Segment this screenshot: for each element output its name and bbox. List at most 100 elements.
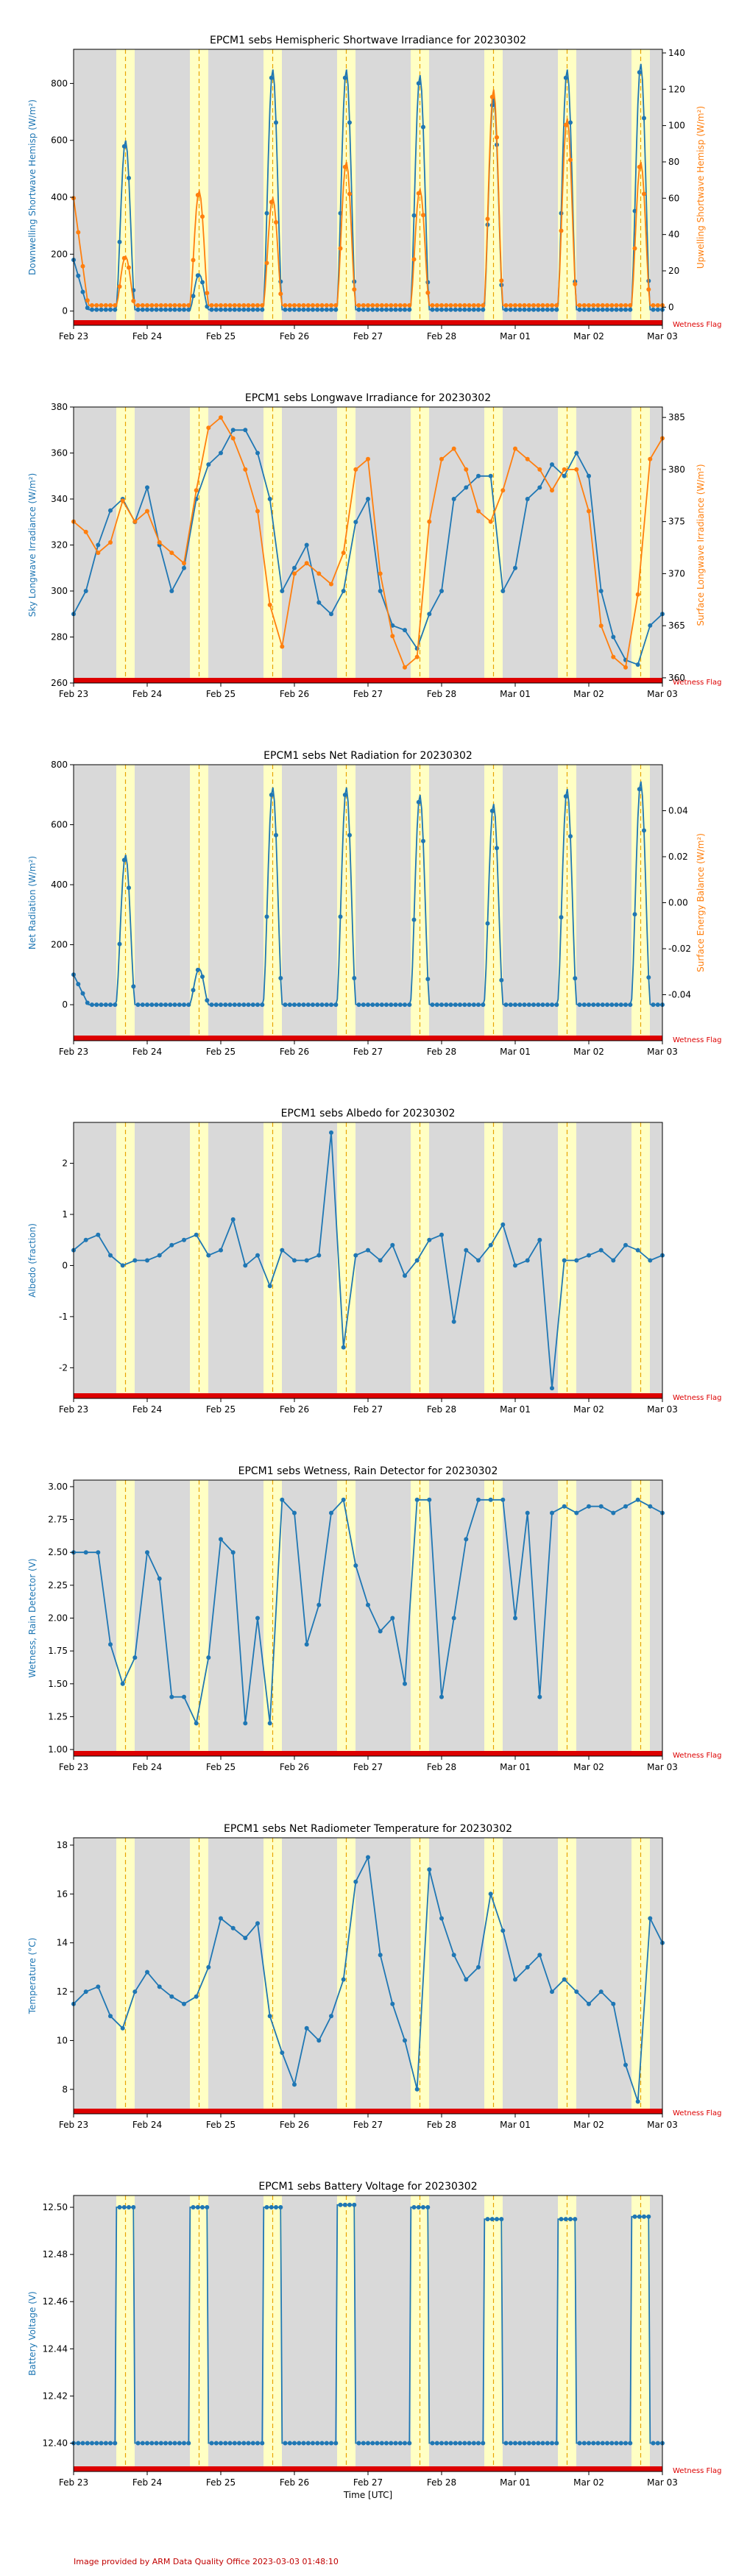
data-point bbox=[103, 1002, 108, 1008]
data-point bbox=[378, 1953, 383, 1958]
y-tick-label: 0 bbox=[62, 306, 68, 316]
data-point bbox=[182, 2441, 186, 2446]
data-point bbox=[481, 302, 486, 308]
data-point bbox=[315, 2441, 320, 2446]
data-point bbox=[157, 1984, 162, 1989]
data-point bbox=[219, 1248, 223, 1253]
data-point bbox=[243, 1936, 248, 1941]
data-point bbox=[250, 2441, 255, 2446]
x-tick-label: Feb 24 bbox=[132, 2477, 162, 2488]
data-point bbox=[305, 1002, 311, 1008]
data-point bbox=[448, 302, 453, 308]
data-point bbox=[623, 2441, 628, 2446]
data-point bbox=[403, 628, 407, 633]
data-point bbox=[366, 302, 370, 308]
data-point bbox=[503, 307, 509, 312]
data-point bbox=[352, 2202, 357, 2207]
data-point bbox=[145, 1002, 149, 1008]
data-point bbox=[304, 2025, 309, 2031]
data-point bbox=[186, 2441, 191, 2446]
data-point bbox=[241, 302, 247, 308]
data-point bbox=[434, 2441, 439, 2446]
y-tick-label: 800 bbox=[51, 760, 68, 770]
x-tick-label: Feb 27 bbox=[353, 1047, 383, 1057]
data-point bbox=[550, 1002, 554, 1008]
data-point bbox=[427, 1497, 432, 1502]
x-tick-label: Feb 24 bbox=[132, 331, 162, 342]
data-point bbox=[338, 2202, 343, 2207]
data-point bbox=[186, 302, 191, 308]
wetness-flag-bar bbox=[74, 1036, 662, 1041]
data-point bbox=[439, 1916, 444, 1921]
data-point bbox=[191, 258, 196, 263]
data-point bbox=[526, 2441, 531, 2446]
x-tick-label: Feb 28 bbox=[427, 689, 456, 699]
y-tick-label: 12.44 bbox=[43, 2343, 68, 2354]
data-point bbox=[260, 1002, 265, 1008]
data-point bbox=[397, 307, 403, 312]
data-point bbox=[611, 2001, 616, 2006]
data-point bbox=[444, 1002, 449, 1008]
data-point bbox=[213, 302, 219, 308]
data-point bbox=[370, 1002, 375, 1008]
data-point bbox=[297, 1002, 302, 1008]
data-point bbox=[411, 2205, 417, 2209]
data-point bbox=[195, 2205, 200, 2209]
data-point bbox=[195, 273, 200, 278]
data-point bbox=[267, 602, 272, 607]
data-point bbox=[577, 1002, 582, 1008]
wetness-flag-label: Wetness Flag bbox=[673, 1394, 721, 1402]
y2-axis-label: Upwelling Shortwave Hemisp (W/m²) bbox=[696, 106, 706, 269]
data-point bbox=[361, 307, 366, 312]
data-point bbox=[517, 307, 523, 312]
data-point bbox=[573, 976, 578, 981]
data-point bbox=[403, 302, 407, 308]
x-tick-label: Feb 28 bbox=[427, 1762, 456, 1772]
wetness-flag-label: Wetness Flag bbox=[673, 1752, 721, 1760]
data-point bbox=[379, 1002, 384, 1008]
data-point bbox=[329, 612, 333, 617]
data-point bbox=[421, 213, 425, 218]
data-point bbox=[206, 1964, 211, 1970]
y-tick-label: 10 bbox=[57, 2035, 68, 2045]
data-point bbox=[508, 307, 513, 312]
data-point bbox=[403, 307, 407, 312]
data-point bbox=[430, 302, 435, 308]
x-tick-label: Mar 01 bbox=[500, 2120, 531, 2130]
x-tick-label: Mar 01 bbox=[500, 331, 531, 342]
data-point bbox=[191, 988, 196, 993]
data-point bbox=[157, 1576, 162, 1581]
data-point bbox=[495, 135, 499, 140]
data-point bbox=[230, 436, 236, 441]
data-point bbox=[500, 1928, 506, 1933]
daylight-band bbox=[631, 1480, 650, 1756]
data-point bbox=[169, 589, 174, 593]
data-point bbox=[623, 307, 628, 312]
data-point bbox=[481, 1002, 486, 1008]
data-point bbox=[96, 542, 101, 548]
y2-tick-label: 385 bbox=[668, 412, 685, 422]
x-tick-label: Feb 24 bbox=[132, 1404, 162, 1415]
data-point bbox=[522, 1002, 527, 1008]
x-tick-label: Feb 25 bbox=[206, 2120, 236, 2130]
y2-tick-label: 375 bbox=[668, 517, 685, 527]
data-point bbox=[513, 1977, 517, 1982]
data-point bbox=[135, 307, 141, 312]
data-point bbox=[562, 1258, 567, 1263]
data-point bbox=[280, 589, 285, 593]
data-point bbox=[301, 302, 306, 308]
data-point bbox=[648, 456, 653, 461]
daylight-band bbox=[484, 2195, 503, 2471]
daylight-band bbox=[411, 49, 429, 325]
data-point bbox=[319, 302, 325, 308]
data-point bbox=[90, 1002, 94, 1008]
data-point bbox=[135, 302, 141, 308]
x-tick-label: Feb 26 bbox=[280, 1404, 309, 1415]
data-point bbox=[260, 307, 265, 312]
data-point bbox=[172, 2441, 177, 2446]
data-point bbox=[635, 2099, 640, 2104]
data-point bbox=[283, 1002, 288, 1008]
data-point bbox=[267, 2014, 272, 2019]
data-point bbox=[393, 1002, 398, 1008]
data-point bbox=[379, 307, 384, 312]
